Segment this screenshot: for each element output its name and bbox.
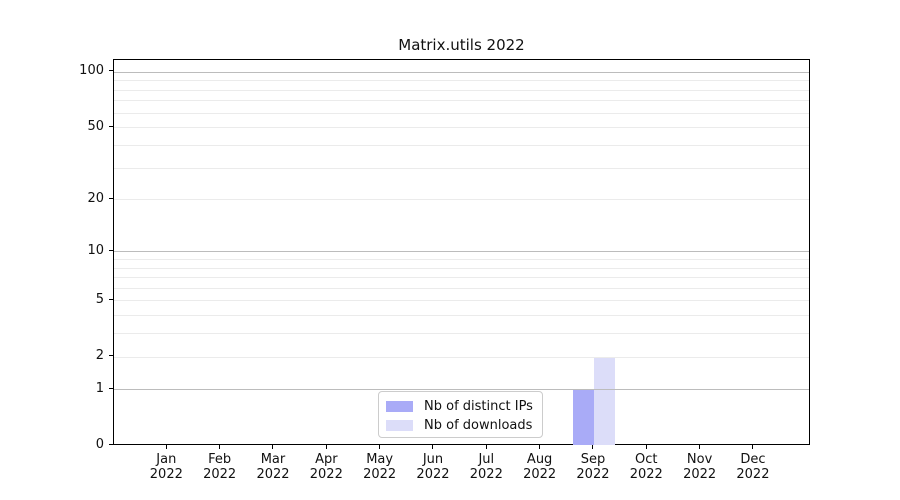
x-tick-year: 2022 <box>256 466 290 482</box>
x-tick-year: 2022 <box>683 466 717 482</box>
y-tick-mark <box>109 444 113 445</box>
legend-row: Nb of distinct IPs <box>386 397 536 416</box>
y-tick-label: 50 <box>87 118 104 134</box>
y-tick-mark <box>109 355 113 357</box>
x-tick-mark <box>379 444 381 449</box>
y-tick-label: 2 <box>95 348 104 364</box>
x-tick-year: 2022 <box>736 466 770 482</box>
y-tick-mark <box>109 197 113 199</box>
x-tick-label: Jun 2022 <box>403 452 463 482</box>
plot-area <box>113 59 810 446</box>
x-tick-mark <box>432 444 434 449</box>
x-tick-label: Mar 2022 <box>243 452 303 482</box>
x-tick-year: 2022 <box>576 466 610 482</box>
y-tick-label: 10 <box>87 242 104 258</box>
x-tick-mark <box>539 444 541 449</box>
x-tick-label: Aug 2022 <box>510 452 570 482</box>
y-tick-mark <box>109 125 113 127</box>
x-tick-mark <box>699 444 701 449</box>
legend-swatch-distinct-ips <box>386 401 413 412</box>
y-gridline-minor <box>114 277 809 279</box>
y-gridline-minor <box>114 259 809 261</box>
y-gridline-minor <box>114 112 809 114</box>
x-tick-label: Jul 2022 <box>456 452 516 482</box>
y-gridline-minor <box>114 199 809 201</box>
legend-swatch-downloads <box>386 420 413 431</box>
chart-title: Matrix.utils 2022 <box>398 36 525 54</box>
y-tick-mark <box>109 70 113 72</box>
x-tick-label: Jan 2022 <box>136 452 196 482</box>
x-tick-year: 2022 <box>149 466 183 482</box>
x-tick-mark <box>592 444 594 449</box>
y-gridline-minor <box>114 89 809 91</box>
y-tick-mark <box>109 298 113 300</box>
y-tick-label: 5 <box>95 291 104 307</box>
y-gridline-minor <box>114 100 809 102</box>
legend-label-downloads: Nb of downloads <box>424 418 533 433</box>
y-tick-label: 20 <box>87 190 104 206</box>
x-tick-label: Apr 2022 <box>296 452 356 482</box>
y-gridline-minor <box>114 144 809 146</box>
x-tick-year: 2022 <box>629 466 663 482</box>
legend: Nb of distinct IPs Nb of downloads <box>378 391 543 438</box>
y-gridline-minor <box>114 167 809 169</box>
y-tick-mark <box>109 249 113 251</box>
x-tick-mark <box>752 444 754 449</box>
y-gridline-minor <box>114 80 809 82</box>
y-tick-label: 1 <box>95 380 104 396</box>
y-gridline-minor <box>114 333 809 335</box>
x-tick-year: 2022 <box>523 466 557 482</box>
bar-downloads <box>593 356 616 446</box>
y-gridline-minor <box>114 356 809 358</box>
y-gridline-minor <box>114 267 809 269</box>
x-tick-mark <box>325 444 327 449</box>
x-tick-year: 2022 <box>309 466 343 482</box>
x-tick-mark <box>219 444 221 449</box>
y-gridline-minor <box>114 287 809 289</box>
x-tick-label: Feb 2022 <box>190 452 250 482</box>
x-tick-label: Dec 2022 <box>723 452 783 482</box>
x-tick-label: Nov 2022 <box>670 452 730 482</box>
x-tick-mark <box>645 444 647 449</box>
x-tick-mark <box>272 444 274 449</box>
y-tick-mark <box>109 387 113 389</box>
x-tick-label: Oct 2022 <box>616 452 676 482</box>
y-gridline-minor <box>114 315 809 317</box>
x-tick-label: Sep 2022 <box>563 452 623 482</box>
y-gridline-major <box>114 251 809 253</box>
y-tick-label: 0 <box>95 437 104 452</box>
x-tick-year: 2022 <box>363 466 397 482</box>
bar-distinct-ips <box>572 389 594 446</box>
y-gridline-minor <box>114 300 809 302</box>
x-tick-year: 2022 <box>203 466 237 482</box>
x-tick-mark <box>165 444 167 449</box>
legend-label-distinct-ips: Nb of distinct IPs <box>424 399 533 414</box>
y-tick-label: 100 <box>79 63 104 79</box>
legend-row: Nb of downloads <box>386 416 536 435</box>
x-tick-year: 2022 <box>416 466 450 482</box>
x-tick-label: May 2022 <box>350 452 410 482</box>
x-tick-mark <box>485 444 487 449</box>
x-tick-year: 2022 <box>469 466 503 482</box>
y-gridline-major <box>114 71 809 73</box>
y-gridline-minor <box>114 127 809 129</box>
y-gridline-major <box>114 389 809 391</box>
